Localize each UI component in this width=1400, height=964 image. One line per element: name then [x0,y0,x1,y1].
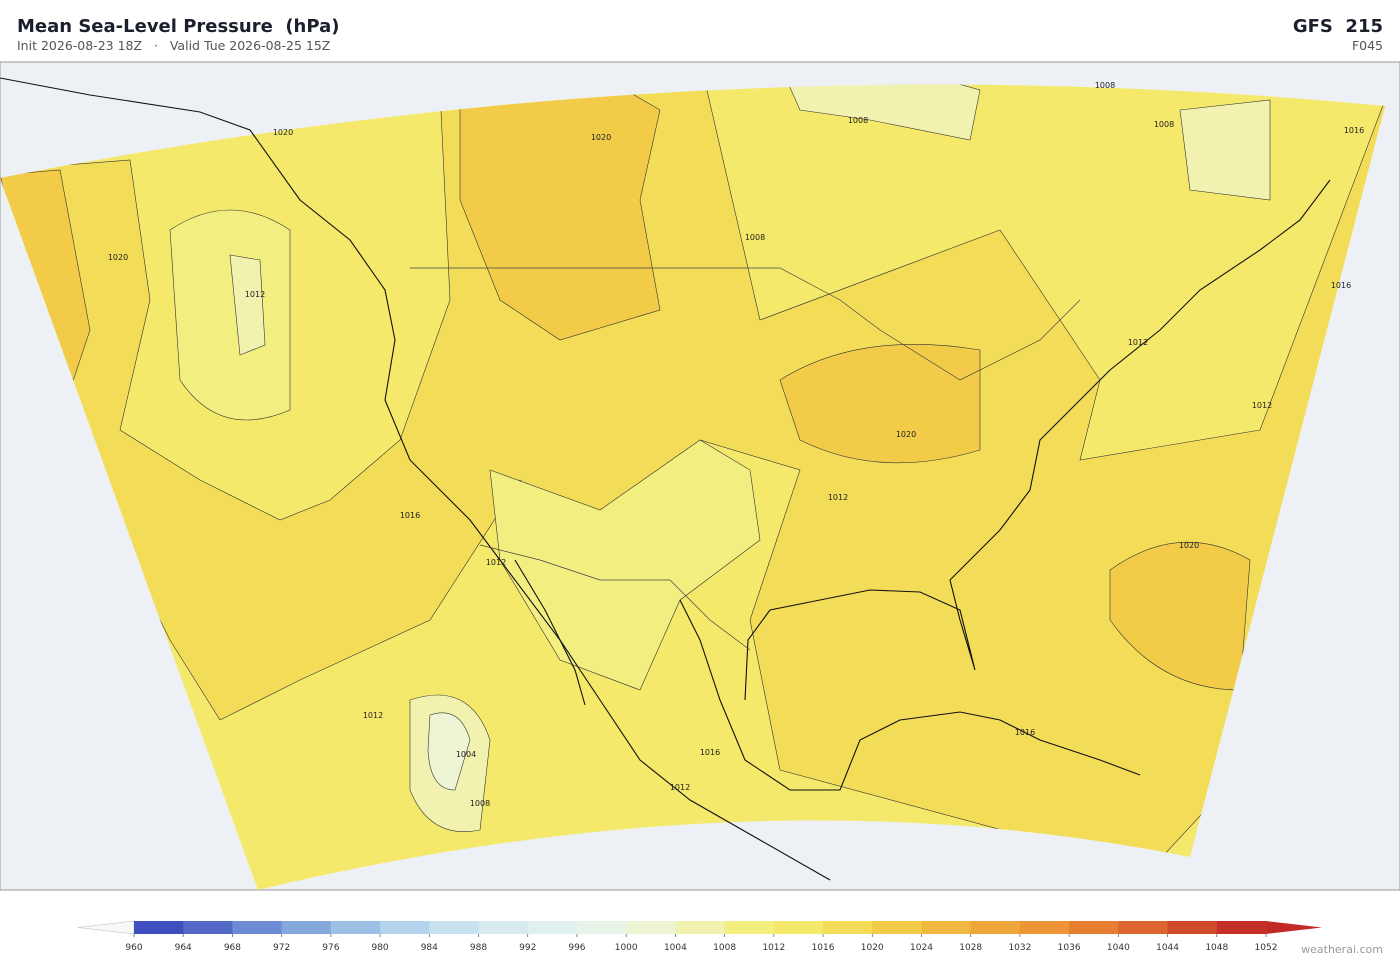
colorbar-segment [921,921,972,934]
colorbar-segment [773,921,824,934]
colorbar-tick-label: 1012 [762,943,785,953]
contour-label: 1012 [828,493,848,502]
subtitle: Init 2026-08-23 18Z · Valid Tue 2026-08-… [17,38,331,53]
pressure-band [427,712,471,791]
contour-label: 1008 [848,116,868,125]
colorbar-tick-label: 1020 [861,943,884,953]
colorbar-tick-label: 984 [421,943,438,953]
contour-label: 1012 [245,290,265,299]
colorbar-tick-label: 992 [519,943,536,953]
baja [514,559,586,706]
colorbar-segment [1019,921,1070,934]
colorbar-segment [724,921,775,934]
colorbar-segment [429,921,480,934]
colorbar-segment [576,921,627,934]
colorbar-segment [380,921,430,934]
us-canada-border [410,267,1081,381]
colorbar-tick-label: 1044 [1156,943,1179,953]
colorbar-segment [478,921,529,934]
us-mexico-border [479,544,751,651]
pressure-band [229,254,266,356]
map-title: Mean Sea-Level Pressure (hPa) [17,16,340,37]
contour-label: 1008 [470,799,490,808]
colorbar-segment [1216,921,1267,934]
colorbar-tick-label: 1040 [1107,943,1130,953]
pressure-band [0,84,1385,871]
colorbar-segment [281,921,332,934]
contour-label: 1020 [896,430,916,439]
colorbar-segment [1069,921,1119,934]
pressure-band [169,209,291,421]
pressure-band [489,439,761,691]
pressure-band [779,344,981,464]
colorbar-tick-label: 1048 [1205,943,1228,953]
colorbar-segment [1167,921,1218,934]
atlantic-coast [744,179,1331,701]
contour-label: 1008 [745,233,765,242]
contour-label: 1008 [1095,81,1115,90]
colorbar-segment [872,921,922,934]
colorbar-segment [232,921,283,934]
contour-label: 1016 [700,748,720,757]
colorbar-tick-label: 1004 [664,943,687,953]
contour-label: 1016 [1331,281,1351,290]
colorbar-segment [1118,921,1169,934]
contour-label: 1012 [1128,338,1148,347]
colorbar-tick-label: 972 [273,943,290,953]
colorbar-tick-label: 1016 [812,943,835,953]
contour-labels: 1020 1020 1020 1012 1008 1008 1008 1016 1008 1016… [108,81,1364,808]
colorbar-tick-label: 1008 [713,943,736,953]
colorbar-tick-label: 1024 [910,943,933,953]
contour-label: 1020 [591,133,611,142]
colorbar: 960 964 968 972 976 980 984 988 992 996 1000 1004 10… [77,920,1322,953]
contour-label: 1004 [456,750,476,759]
contour-label: 1016 [1344,126,1364,135]
borders [410,267,1081,651]
contour-label: 1020 [108,253,128,262]
credit: weatherai.com [1301,943,1383,956]
colorbar-segment [626,921,676,934]
gulf-mexico-coast [679,599,1141,791]
colorbar-tick-label: 1032 [1008,943,1031,953]
contour-label: 1016 [1015,728,1035,737]
colorbar-tick-label: 980 [371,943,388,953]
coastlines [0,77,1331,881]
pressure-band [779,84,981,141]
header: Mean Sea-Level Pressure (hPa) Init 2026-… [0,0,1400,62]
colorbar-tick-label: 976 [322,943,339,953]
contour-label: 1012 [670,783,690,792]
colorbar-tick-label: 968 [224,943,241,953]
contour-label: 1012 [363,711,383,720]
contour-label: 1012 [486,558,506,567]
pacific-coast [0,77,831,881]
contour-label: 1020 [1179,541,1199,550]
pressure-field [0,84,1385,891]
contour-label: 1012 [1252,401,1272,410]
colorbar-tick-label: 1036 [1058,943,1081,953]
contour-label: 1020 [273,128,293,137]
colorbar-segment [527,921,578,934]
colorbar-tick-label: 1000 [615,943,638,953]
colorbar-tick-label: 1028 [959,943,982,953]
colorbar-tick-label: 996 [568,943,585,953]
colorbar-tick-label: 960 [125,943,142,953]
model-label: GFS 215 [1292,16,1383,37]
colorbar-segment [183,921,233,934]
colorbar-segment [330,921,381,934]
colorbar-tick-label: 988 [470,943,487,953]
colorbar-segment [970,921,1021,934]
contour-label: 1008 [1154,120,1174,129]
forecast-hour: F045 [1351,38,1383,53]
contour-label: 1016 [400,511,420,520]
pressure-band [1179,99,1271,201]
colorbar-tick-label: 964 [175,943,192,953]
colorbar-over [1266,921,1322,934]
colorbar-segment [823,921,873,934]
colorbar-segment [134,921,184,934]
colorbar-under [77,920,135,935]
colorbar-tick-label: 1052 [1255,943,1278,953]
colorbar-segment [675,921,726,934]
